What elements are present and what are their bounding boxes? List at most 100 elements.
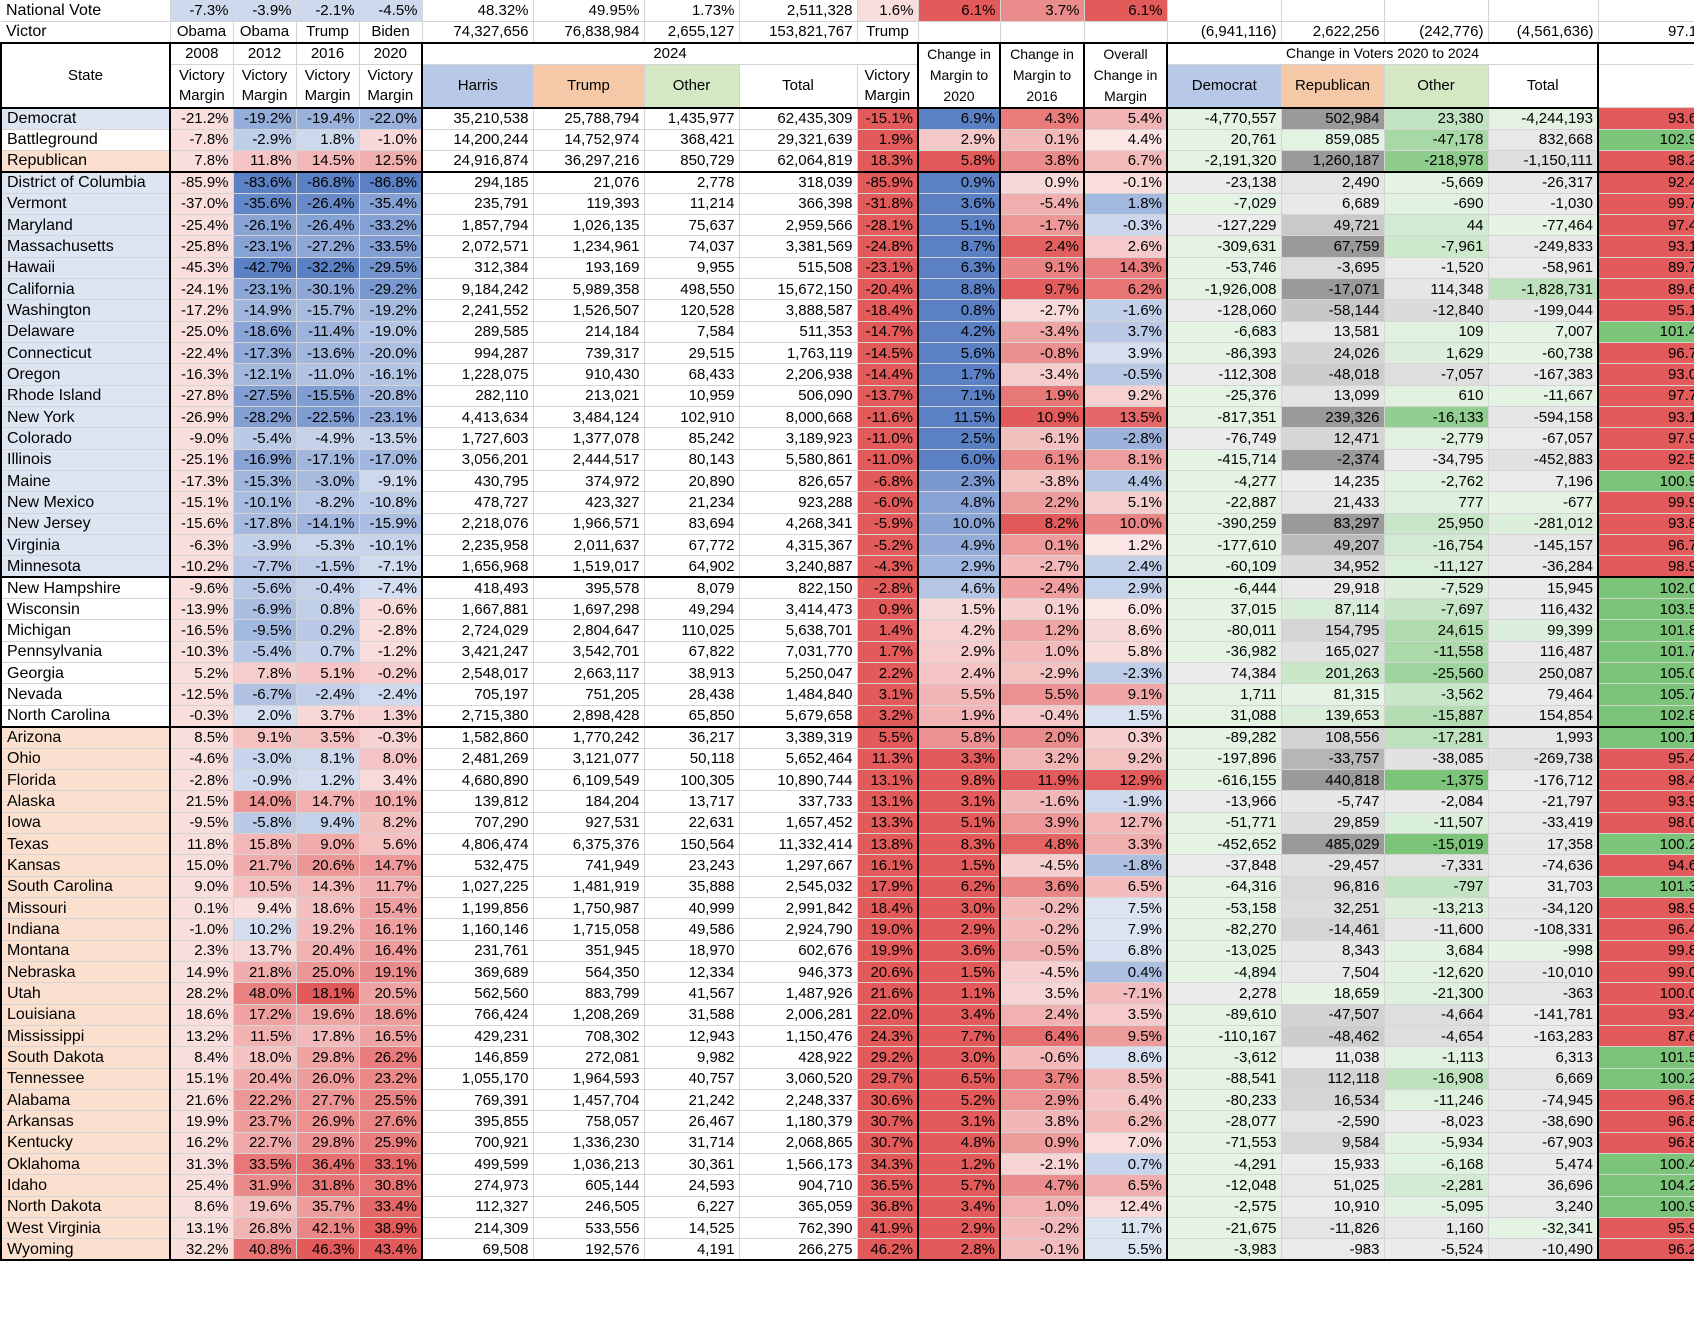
rep-change-cell[interactable]: 2,490 — [1281, 171, 1385, 194]
victory-margin-cell[interactable]: -31.8% — [857, 193, 919, 215]
harris-votes-cell[interactable]: 418,493 — [422, 576, 534, 600]
harris-votes-cell[interactable]: 705,197 — [422, 683, 534, 706]
trump-votes-cell[interactable]: 1,770,242 — [533, 725, 645, 749]
total-votes-cell[interactable]: 62,064,819 — [739, 150, 858, 173]
state-name[interactable]: Kansas — [0, 854, 171, 877]
total-header[interactable]: Total — [739, 64, 858, 109]
harris-votes-cell[interactable]: 532,475 — [422, 854, 534, 877]
dem-change-cell[interactable]: -21,675 — [1167, 1217, 1282, 1240]
margin-cell[interactable]: -11.4% — [296, 321, 360, 343]
other-votes-cell[interactable]: 64,902 — [644, 555, 740, 578]
tot-change-cell[interactable]: -10,010 — [1488, 961, 1599, 984]
trump-votes-cell[interactable]: 1,036,213 — [533, 1153, 645, 1176]
chg2016-cell[interactable]: 3.5% — [1000, 982, 1085, 1005]
victory-margin-cell[interactable]: -11.0% — [857, 427, 919, 450]
rep-change-cell[interactable]: 139,653 — [1281, 705, 1385, 728]
pct-cell[interactable]: 103.5% — [1598, 598, 1694, 621]
pct-cell[interactable]: 98.2% — [1598, 150, 1694, 173]
total-votes-cell[interactable]: 62,435,309 — [739, 107, 858, 130]
dem-change-cell[interactable]: -71,553 — [1167, 1132, 1282, 1155]
oth-change-cell[interactable]: -3,562 — [1384, 683, 1489, 706]
rep-change-cell[interactable]: 21,433 — [1281, 491, 1385, 514]
harris-votes-cell[interactable]: 2,218,076 — [422, 513, 534, 536]
chg2020-cell[interactable]: 2.4% — [918, 662, 1001, 685]
chg2020-cell[interactable]: 3.1% — [918, 1110, 1001, 1133]
victory-margin-header[interactable]: Victory Margin — [170, 64, 234, 109]
margin-cell[interactable]: 19.6% — [296, 1004, 360, 1026]
margin-cell[interactable]: -6.3% — [170, 534, 234, 557]
chg2020-cell[interactable]: 8.7% — [918, 235, 1001, 258]
victory-margin-cell[interactable]: -28.1% — [857, 214, 919, 237]
rep-change-cell[interactable]: -48,462 — [1281, 1025, 1385, 1048]
oth-change-cell[interactable]: -7,961 — [1384, 235, 1489, 258]
margin-cell[interactable]: 11.8% — [233, 150, 297, 173]
margin-cell[interactable]: 0.2% — [296, 619, 360, 642]
oth-change-cell[interactable]: -218,978 — [1384, 150, 1489, 173]
victor-dem-cell[interactable]: (6,941,116) — [1167, 21, 1282, 44]
trump-votes-cell[interactable]: 1,234,961 — [533, 235, 645, 258]
pct-cell[interactable]: 96.2% — [1598, 1238, 1694, 1262]
margin-cell[interactable]: 26.9% — [296, 1110, 360, 1133]
overall-change-cell[interactable]: 5.4% — [1084, 107, 1168, 130]
pct-cell[interactable]: 100.2% — [1598, 1068, 1694, 1091]
oth-change-cell[interactable]: -17,281 — [1384, 725, 1489, 749]
margin-cell[interactable]: -1.0% — [359, 129, 423, 151]
chg2020-cell[interactable]: 5.5% — [918, 683, 1001, 706]
rep-change-cell[interactable]: 165,027 — [1281, 641, 1385, 664]
margin-cell[interactable]: -9.1% — [359, 470, 423, 493]
harris-votes-cell[interactable]: 2,241,552 — [422, 299, 534, 322]
margin-cell[interactable]: 12.5% — [359, 150, 423, 173]
overall-change-cell[interactable]: 2.9% — [1084, 576, 1168, 600]
harris-votes-cell[interactable]: 282,110 — [422, 385, 534, 408]
state-name[interactable]: North Carolina — [0, 705, 171, 728]
margin-cell[interactable]: 14.0% — [233, 790, 297, 813]
state-name[interactable]: Alabama — [0, 1089, 171, 1112]
chg2016-cell[interactable]: -4.5% — [1000, 854, 1085, 877]
chg2016-cell[interactable]: 6.4% — [1000, 1025, 1085, 1048]
victor-total-cell[interactable]: 153,821,767 — [739, 21, 858, 44]
margin-cell[interactable]: -5.6% — [233, 576, 297, 600]
other-votes-cell[interactable]: 21,242 — [644, 1089, 740, 1112]
tot-change-cell[interactable]: -269,738 — [1488, 748, 1599, 770]
state-name[interactable]: Tennessee — [0, 1068, 171, 1091]
margin-cell[interactable]: -16.3% — [170, 363, 234, 386]
pct-cell[interactable]: 101.4% — [1598, 321, 1694, 343]
rep-change-cell[interactable]: 87,114 — [1281, 598, 1385, 621]
state-name[interactable]: Pennsylvania — [0, 641, 171, 664]
trump-votes-cell[interactable]: 1,964,593 — [533, 1068, 645, 1091]
chg2016-cell[interactable]: 9.7% — [1000, 278, 1085, 301]
overall-change-cell[interactable]: 2.4% — [1084, 555, 1168, 578]
total-votes-cell[interactable]: 5,250,047 — [739, 662, 858, 685]
victory-margin-cell[interactable]: -15.1% — [857, 107, 919, 130]
rep-change-cell[interactable]: -5,747 — [1281, 790, 1385, 813]
dem-change-cell[interactable]: -1,926,008 — [1167, 278, 1282, 301]
harris-votes-cell[interactable]: 478,727 — [422, 491, 534, 514]
chg2020-cell[interactable]: 5.6% — [918, 342, 1001, 365]
victory-margin-cell[interactable]: 20.6% — [857, 961, 919, 984]
chg2020-cell[interactable]: 8.3% — [918, 833, 1001, 856]
oth-change-cell[interactable]: 1,160 — [1384, 1217, 1489, 1240]
victory-margin-cell[interactable]: 24.3% — [857, 1025, 919, 1048]
dem-change-cell[interactable]: -390,259 — [1167, 513, 1282, 536]
rep-change-cell[interactable]: 201,263 — [1281, 662, 1385, 685]
margin-cell[interactable]: -3.9% — [233, 534, 297, 557]
dem-change-cell[interactable]: -112,308 — [1167, 363, 1282, 386]
margin-cell[interactable]: 14.7% — [296, 790, 360, 813]
total-votes-cell[interactable]: 1,180,379 — [739, 1110, 858, 1133]
victory-margin-cell[interactable]: 19.9% — [857, 940, 919, 962]
margin-cell[interactable]: 25.4% — [170, 1174, 234, 1197]
margin-cell[interactable]: -22.0% — [359, 107, 423, 130]
chg2020-cell[interactable]: 2.9% — [918, 129, 1001, 151]
trump-votes-cell[interactable]: 1,519,017 — [533, 555, 645, 578]
margin-cell[interactable]: 29.8% — [296, 1046, 360, 1069]
pct-cell[interactable]: 95.1% — [1598, 299, 1694, 322]
dem-change-cell[interactable]: 1,711 — [1167, 683, 1282, 706]
pct-cell[interactable]: 96.7% — [1598, 534, 1694, 557]
oth-change-cell[interactable]: -690 — [1384, 193, 1489, 215]
harris-votes-cell[interactable]: 1,727,603 — [422, 427, 534, 450]
trump-votes-cell[interactable]: 6,375,376 — [533, 833, 645, 856]
overall-change-cell[interactable]: 6.5% — [1084, 876, 1168, 898]
margin-cell[interactable]: 0.1% — [170, 897, 234, 920]
chg2016-cell[interactable]: 1.9% — [1000, 385, 1085, 408]
tot-change-cell[interactable]: -281,012 — [1488, 513, 1599, 536]
